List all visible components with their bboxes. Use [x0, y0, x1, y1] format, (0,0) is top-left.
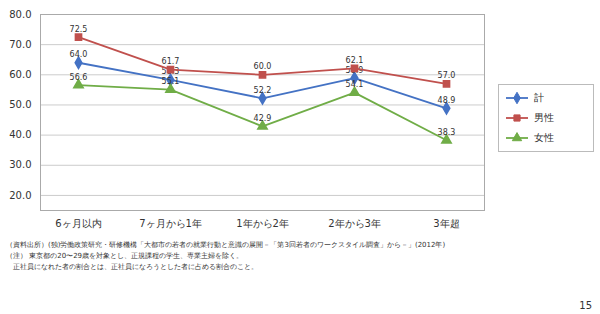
svg-text:50.0: 50.0 — [9, 99, 31, 110]
html-text:男性: 男性 — [534, 112, 554, 123]
svg-text:57.0: 57.0 — [438, 71, 456, 80]
svg-text:70.0: 70.0 — [9, 39, 31, 50]
svg-text:64.0: 64.0 — [70, 50, 88, 59]
svg-text:58.9: 58.9 — [345, 65, 364, 75]
html-text:計: 計 — [534, 92, 544, 103]
svg-text:48.9: 48.9 — [438, 96, 456, 105]
svg-text:38.3: 38.3 — [438, 128, 456, 137]
svg-text:56.6: 56.6 — [70, 73, 88, 82]
svg-text:20.0: 20.0 — [9, 190, 31, 201]
svg-text:30.0: 30.0 — [9, 159, 31, 170]
svg-text:60.0: 60.0 — [254, 62, 272, 71]
html-text:女性: 女性 — [534, 132, 554, 143]
svg-text:60.0: 60.0 — [9, 69, 31, 80]
html-text:（注） 東京都の20〜29歳を対象とし、正規課程の学生、専業: （注） 東京都の20〜29歳を対象とし、正規課程の学生、専業主婦を除く。 — [6, 252, 243, 260]
svg-text:2年から3年: 2年から3年 — [328, 218, 381, 229]
svg-text:6ヶ月以内: 6ヶ月以内 — [55, 218, 101, 229]
svg-text:80.0: 80.0 — [9, 9, 31, 20]
svg-text:42.9: 42.9 — [254, 114, 272, 123]
svg-text:7ヶ月から1年: 7ヶ月から1年 — [139, 218, 202, 229]
svg-text:72.5: 72.5 — [70, 25, 88, 34]
svg-text:3年超: 3年超 — [433, 218, 459, 229]
svg-text:1年から2年: 1年から2年 — [236, 218, 289, 229]
html-text:正社員になれた者の割合とは、正社員になろうとした者に占める割: 正社員になれた者の割合とは、正社員になろうとした者に占める割合のこと。 — [6, 263, 258, 271]
svg-text:40.0: 40.0 — [9, 129, 31, 140]
svg-text:62.1: 62.1 — [346, 56, 364, 65]
svg-text:61.7: 61.7 — [162, 57, 180, 66]
html-text:（資料出所）(独)労働政策研究・研修機構「大都市の若者の就業: （資料出所）(独)労働政策研究・研修機構「大都市の若者の就業行動と意識の展開－「… — [6, 241, 446, 249]
svg-text:54.1: 54.1 — [346, 80, 364, 89]
svg-text:52.2: 52.2 — [254, 86, 272, 95]
svg-text:58.3: 58.3 — [162, 67, 180, 76]
svg-text:55.1: 55.1 — [162, 77, 180, 86]
html-text:15: 15 — [579, 300, 592, 311]
